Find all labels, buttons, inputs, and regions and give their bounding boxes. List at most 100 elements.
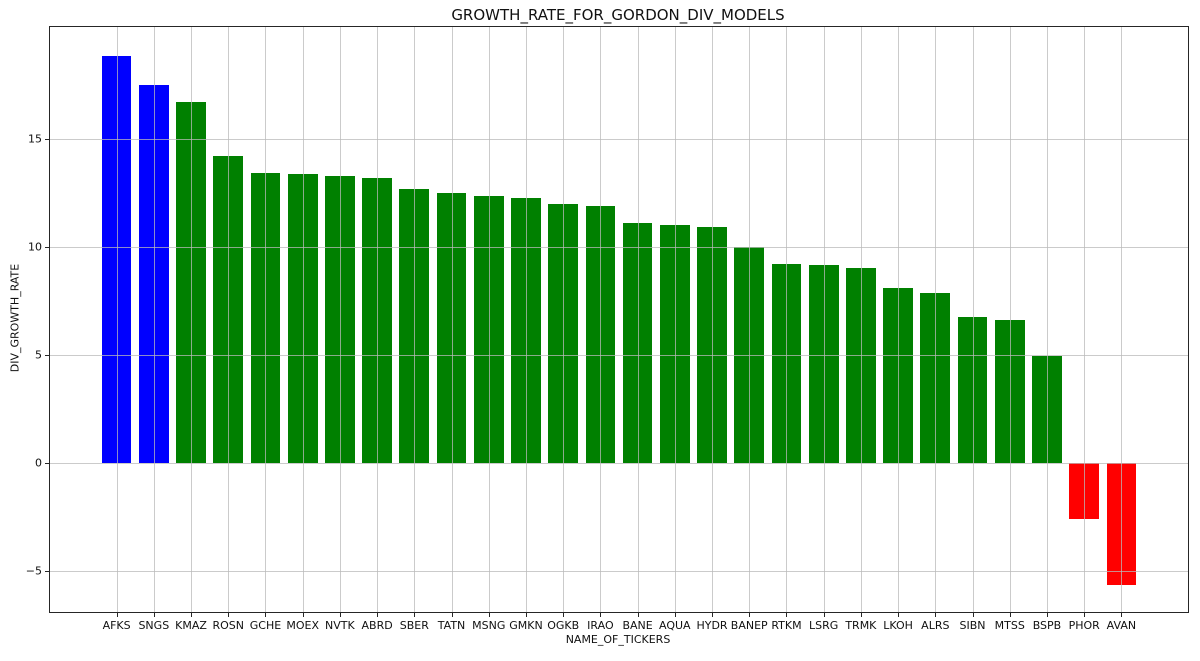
- x-tick-mark: [898, 613, 900, 617]
- vertical-gridline: [1046, 27, 1048, 612]
- y-tick-mark: [45, 570, 49, 572]
- y-tick-mark: [45, 139, 49, 141]
- vertical-gridline: [414, 27, 416, 612]
- x-tick-mark: [153, 613, 155, 617]
- x-tick-mark: [1121, 613, 1123, 617]
- vertical-gridline: [600, 27, 602, 612]
- bar-IRAO: [585, 206, 616, 463]
- x-tick-mark: [637, 613, 639, 617]
- y-tick-mark: [45, 462, 49, 464]
- x-tick-label-GMKN: GMKN: [509, 619, 543, 632]
- x-tick-mark: [488, 613, 490, 617]
- x-tick-mark: [1046, 613, 1048, 617]
- x-tick-label-TRMK: TRMK: [845, 619, 877, 632]
- x-tick-label-RTKM: RTKM: [771, 619, 802, 632]
- horizontal-gridline: [50, 570, 1188, 572]
- vertical-gridline: [265, 27, 267, 612]
- vertical-gridline: [377, 27, 379, 612]
- bar-MOEX: [287, 173, 318, 463]
- x-axis-label: NAME_OF_TICKERS: [565, 633, 671, 646]
- x-tick-mark: [228, 613, 230, 617]
- bar-NVTK: [325, 175, 355, 463]
- x-tick-mark: [265, 613, 267, 617]
- x-tick-mark: [525, 613, 527, 617]
- y-tick-label: 10: [28, 240, 42, 254]
- bar-PHOR: [1069, 462, 1100, 519]
- x-tick-label-MSNG: MSNG: [472, 619, 506, 632]
- x-tick-mark: [451, 613, 453, 617]
- x-tick-label-TATN: TATN: [437, 619, 466, 632]
- x-tick-label-LSRG: LSRG: [809, 619, 839, 632]
- vertical-gridline: [749, 27, 751, 612]
- vertical-gridline: [1009, 27, 1011, 612]
- x-tick-label-PHOR: PHOR: [1068, 619, 1100, 632]
- x-tick-mark: [302, 613, 304, 617]
- x-tick-mark: [116, 613, 118, 617]
- x-tick-mark: [377, 613, 379, 617]
- vertical-gridline: [191, 27, 193, 612]
- vertical-gridline: [302, 27, 304, 612]
- vertical-gridline: [637, 27, 639, 612]
- horizontal-gridline: [50, 247, 1188, 249]
- x-tick-label-KMAZ: KMAZ: [175, 619, 207, 632]
- vertical-gridline: [153, 27, 155, 612]
- y-tick-mark: [45, 247, 49, 249]
- vertical-gridline: [786, 27, 788, 612]
- bar-KMAZ: [176, 102, 206, 463]
- x-tick-label-NVTK: NVTK: [325, 619, 355, 632]
- bar-LSRG: [808, 265, 839, 463]
- bar-AQUA: [659, 225, 690, 463]
- x-tick-label-IRAO: IRAO: [587, 619, 614, 632]
- chart-title: GROWTH_RATE_FOR_GORDON_DIV_MODELS: [451, 6, 785, 24]
- x-tick-label-BANEP: BANEP: [730, 619, 768, 632]
- bar-SIBN: [957, 317, 988, 463]
- y-tick-label: −5: [25, 564, 42, 578]
- vertical-gridline: [935, 27, 937, 612]
- x-tick-mark: [414, 613, 416, 617]
- y-tick-label: 15: [28, 132, 42, 146]
- vertical-gridline: [1121, 27, 1123, 612]
- plot-area: AFKS SNGS KMAZ ROSN GCHE MOEX NVTK ABRD SBER TATN…: [26, 26, 1189, 632]
- vertical-gridline: [525, 27, 527, 612]
- y-tick-label: 0: [35, 456, 42, 470]
- x-tick-mark: [972, 613, 974, 617]
- x-tick-label-MOEX: MOEX: [286, 619, 319, 632]
- bar-ROSN: [213, 156, 244, 463]
- x-tick-mark: [1009, 613, 1011, 617]
- x-tick-label-SIBN: SIBN: [959, 619, 986, 632]
- horizontal-gridline: [50, 462, 1188, 464]
- bar-HYDR: [697, 226, 727, 463]
- x-tick-mark: [563, 613, 565, 617]
- bar-ABRD: [362, 177, 392, 463]
- x-tick-label-BSPB: BSPB: [1032, 619, 1062, 632]
- vertical-gridline: [563, 27, 565, 612]
- horizontal-gridline: [50, 139, 1188, 141]
- vertical-gridline: [972, 27, 974, 612]
- horizontal-gridline: [50, 354, 1188, 356]
- bar-RTKM: [771, 264, 802, 463]
- vertical-gridline: [712, 27, 714, 612]
- x-tick-label-OGKB: OGKB: [547, 619, 580, 632]
- vertical-gridline: [339, 27, 341, 612]
- x-tick-mark: [860, 613, 862, 617]
- x-tick-mark: [600, 613, 602, 617]
- x-tick-label-ROSN: ROSN: [212, 619, 244, 632]
- x-tick-mark: [935, 613, 937, 617]
- x-tick-label-LKOH: LKOH: [883, 619, 913, 632]
- x-tick-mark: [712, 613, 714, 617]
- x-tick-label-HYDR: HYDR: [696, 619, 728, 632]
- x-tick-label-AFKS: AFKS: [102, 619, 131, 632]
- vertical-gridline: [228, 27, 230, 612]
- bar-MSNG: [473, 196, 504, 463]
- bar-AFKS: [101, 56, 132, 463]
- vertical-gridline: [451, 27, 453, 612]
- x-tick-label-BANE: BANE: [622, 619, 653, 632]
- bar-BSPB: [1032, 355, 1062, 463]
- x-tick-mark: [823, 613, 825, 617]
- vertical-gridline: [1084, 27, 1086, 612]
- vertical-gridline: [860, 27, 862, 612]
- x-tick-mark: [786, 613, 788, 617]
- x-tick-mark: [339, 613, 341, 617]
- x-tick-mark: [674, 613, 676, 617]
